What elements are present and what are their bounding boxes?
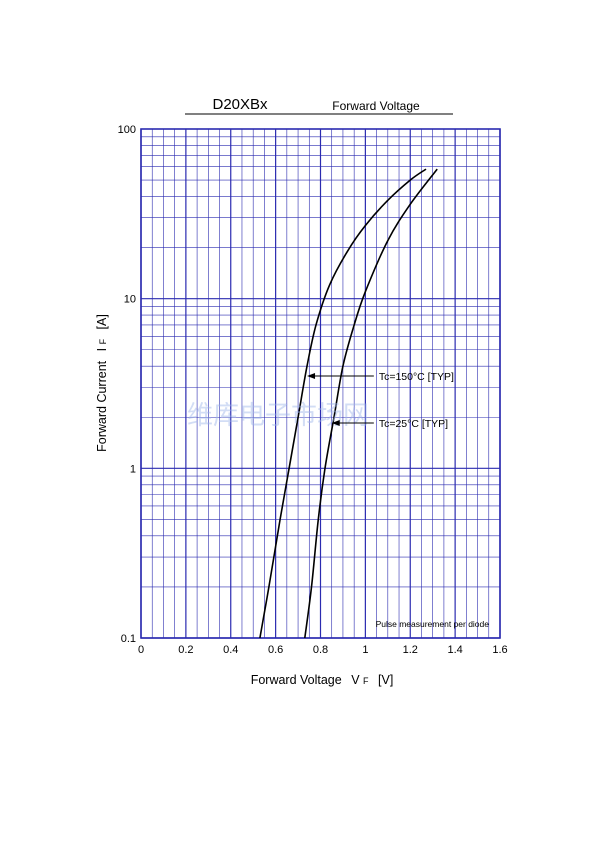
x-tick-label: 0.8 bbox=[313, 644, 328, 656]
series-lines bbox=[259, 168, 438, 639]
y-tick-label: 1 bbox=[130, 463, 136, 475]
x-axis-subscript: F bbox=[363, 676, 369, 686]
x-axis-symbol: V bbox=[351, 673, 360, 687]
x-tick-label: 0.6 bbox=[268, 644, 283, 656]
plot-frame bbox=[140, 128, 501, 639]
x-tick-label: 0.4 bbox=[223, 644, 238, 656]
y-axis-subscript: F bbox=[98, 338, 108, 344]
x-axis-label: Forward Voltage V F [V] bbox=[251, 673, 394, 687]
tick-labels: 0 0.2 0.4 0.6 0.8 1 1.2 1.4 1.6 0.1 1 10 100 bbox=[118, 124, 508, 656]
chart-subtitle: Forward Voltage bbox=[332, 99, 420, 113]
annotation-arrowhead bbox=[331, 420, 340, 427]
chart-grid bbox=[140, 128, 501, 639]
watermark-text: 维库电子市场网 bbox=[187, 401, 369, 431]
y-tick-label: 10 bbox=[124, 294, 136, 306]
series-line-1 bbox=[304, 168, 438, 639]
x-tick-label: 1.2 bbox=[403, 644, 418, 656]
x-tick-label: 1.4 bbox=[447, 644, 462, 656]
chart-title: D20XBx bbox=[212, 96, 268, 113]
x-tick-label: 1 bbox=[362, 644, 368, 656]
x-tick-label: 0 bbox=[138, 644, 144, 656]
x-axis-unit: [V] bbox=[378, 673, 393, 687]
y-axis-unit: [A] bbox=[95, 314, 109, 329]
annotation-arrowhead bbox=[307, 373, 316, 380]
annotation-tc150: Tc=150°C [TYP] bbox=[379, 371, 454, 383]
x-tick-label: 0.2 bbox=[178, 644, 193, 656]
y-tick-label: 0.1 bbox=[121, 633, 136, 645]
x-axis-label-text: Forward Voltage bbox=[251, 673, 342, 687]
annotations: Tc=150°C [TYP] Tc=25°C [TYP] Pulse measu… bbox=[307, 371, 489, 629]
y-tick-label: 100 bbox=[118, 124, 136, 136]
y-axis-label-text: Forward Current bbox=[95, 360, 109, 452]
y-axis-symbol: I bbox=[95, 348, 109, 351]
x-tick-label: 1.6 bbox=[492, 644, 507, 656]
pulse-note: Pulse measurement per diode bbox=[376, 619, 490, 629]
y-axis-label: Forward Current I F [A] bbox=[95, 314, 109, 452]
annotation-tc25: Tc=25°C [TYP] bbox=[379, 418, 448, 430]
series-line-0 bbox=[259, 168, 427, 639]
